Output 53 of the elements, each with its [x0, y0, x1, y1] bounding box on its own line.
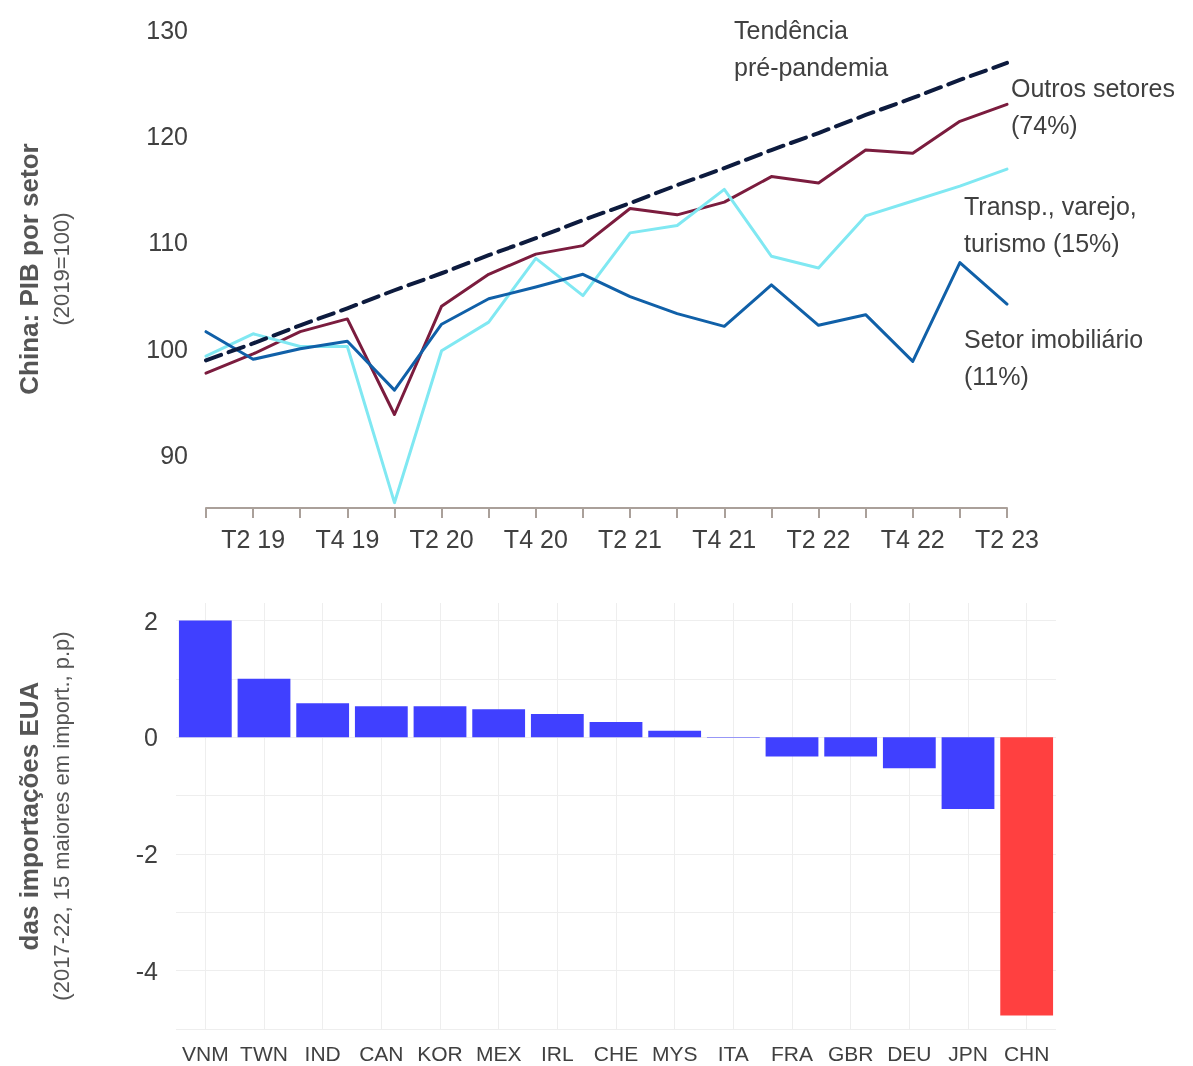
bar [354, 706, 408, 738]
x-tick-label: KOR [417, 1042, 463, 1065]
y-axis-title: das importações EUA (2017-22, 15 maiores em import., p.p) [14, 631, 74, 1001]
y-tick-label: 0 [144, 723, 158, 752]
series-label: Transp., varejo, turismo (15%) [964, 191, 1144, 257]
y-tick-label: 110 [148, 228, 188, 257]
y-tick-label: 2 [144, 606, 158, 635]
x-tick-label: DEU [887, 1042, 932, 1065]
x-tick-label: CHN [1003, 1042, 1050, 1065]
x-tick-label: T2 19 [221, 524, 286, 553]
bar [882, 737, 936, 769]
x-tick-label: T4 20 [503, 524, 568, 553]
x-tick-label: CHE [593, 1042, 639, 1065]
x-tick-label: TWN [240, 1042, 288, 1065]
bar [296, 703, 350, 738]
y-tick-label: 100 [146, 334, 188, 363]
x-tick-label: T2 21 [598, 524, 663, 553]
y-tick-label: -2 [135, 839, 158, 868]
y-tick-label: 120 [146, 122, 188, 151]
x-tick-label: T4 21 [692, 524, 757, 553]
y-tick-label: 130 [146, 16, 188, 44]
y-tick-label: 90 [160, 440, 188, 469]
x-tick-label: CAN [359, 1042, 404, 1065]
bar [648, 730, 702, 738]
x-tick-label: VNM [182, 1042, 229, 1065]
bar [472, 709, 526, 738]
bar [413, 706, 467, 738]
y-axis-title: China: PIB por setor (2019=100) [14, 143, 74, 395]
series-label: Setor imobiliário (11%) [964, 324, 1151, 390]
bar [1000, 737, 1054, 1016]
x-tick-label: FRA [771, 1042, 813, 1065]
x-tick-label: T2 23 [975, 524, 1039, 553]
x-tick-label: MEX [475, 1042, 522, 1065]
x-tick-label: GBR [827, 1042, 874, 1065]
series-label: Tendência pré-pandemia [734, 16, 889, 82]
x-tick-label: IRL [540, 1042, 574, 1065]
x-tick-label: T2 20 [409, 524, 474, 553]
bar [589, 722, 643, 738]
bar [941, 737, 995, 809]
bar [178, 620, 232, 738]
x-tick-label: ITA [717, 1042, 749, 1065]
bar [765, 737, 819, 757]
x-tick-label: IND [304, 1042, 341, 1065]
x-tick-label: T2 22 [786, 524, 851, 553]
y-tick-label: -4 [135, 956, 159, 985]
bar [824, 737, 878, 757]
x-tick-label: MYS [651, 1042, 698, 1065]
bar [530, 713, 584, 738]
bar [237, 678, 291, 738]
x-tick-label: T4 22 [880, 524, 945, 553]
series-label: Outros setores (74%) [1011, 73, 1182, 139]
x-tick-label: T4 19 [315, 524, 380, 553]
x-tick-label: JPN [948, 1042, 988, 1065]
